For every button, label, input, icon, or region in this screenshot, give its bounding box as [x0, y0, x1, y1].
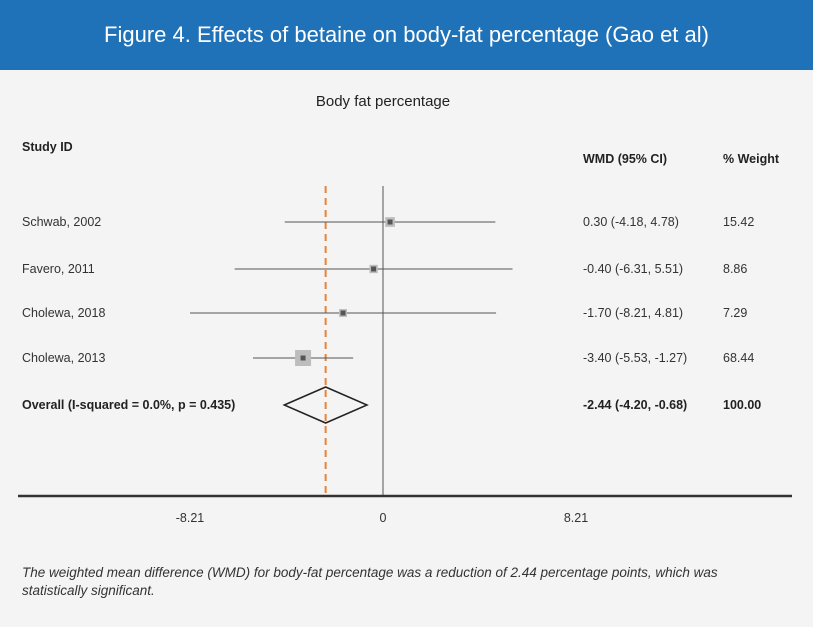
study-label: Cholewa, 2018: [22, 306, 105, 320]
column-header-study: Study ID: [22, 140, 73, 154]
study-weight-text: 68.44: [723, 351, 754, 365]
study-label: Schwab, 2002: [22, 215, 101, 229]
study-label: Favero, 2011: [22, 262, 95, 276]
x-tick-label: 8.21: [564, 511, 588, 525]
study-weight-text: 8.86: [723, 262, 747, 276]
study-point-marker: [387, 219, 393, 225]
study-weight-text: 15.42: [723, 215, 754, 229]
study-ci-text: -0.40 (-6.31, 5.51): [583, 262, 683, 276]
overall-diamond: [282, 386, 369, 424]
overall-weight-text: 100.00: [723, 398, 761, 412]
study-ci-text: -1.70 (-8.21, 4.81): [583, 306, 683, 320]
plot-layer: Schwab, 2002 0.30 (-4.18, 4.78) 15.42 Faver…: [18, 186, 792, 525]
study-point-marker: [371, 266, 377, 272]
column-header-effect: WMD (95% CI): [583, 152, 667, 166]
figure-title: Figure 4. Effects of betaine on body-fat…: [104, 22, 709, 47]
study-ci-text: -3.40 (-5.53, -1.27): [583, 351, 687, 365]
study-weight-text: 7.29: [723, 306, 747, 320]
study-label: Cholewa, 2013: [22, 351, 105, 365]
study-point-marker: [300, 355, 306, 361]
overall-ci-text: -2.44 (-4.20, -0.68): [583, 398, 687, 412]
x-tick-label: 0: [380, 511, 387, 525]
overall-label: Overall (I-squared = 0.0%, p = 0.435): [22, 398, 235, 412]
chart-title: Body fat percentage: [315, 93, 451, 110]
x-tick-label: -8.21: [176, 511, 205, 525]
figure-caption: The weighted mean difference (WMD) for b…: [22, 565, 718, 598]
study-ci-text: 0.30 (-4.18, 4.78): [583, 215, 679, 229]
figure-header: Figure 4. Effects of betaine on body-fat…: [0, 0, 813, 70]
column-header-weight: % Weight: [723, 152, 780, 166]
study-point-marker: [340, 310, 346, 316]
